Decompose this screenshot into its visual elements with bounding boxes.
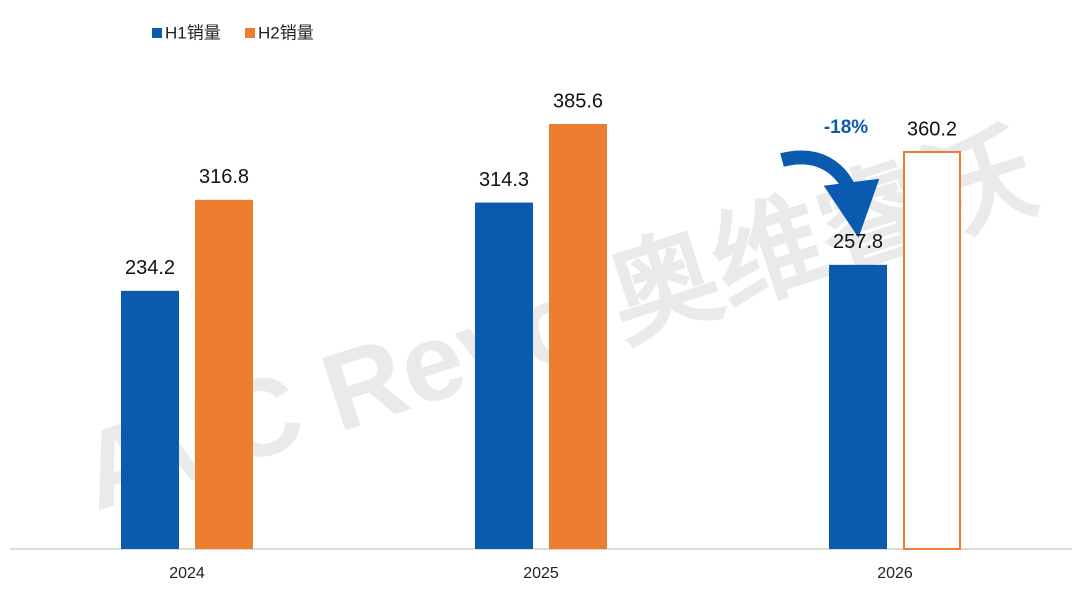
legend-label: H2销量 <box>258 23 314 42</box>
data-label: 316.8 <box>199 166 249 188</box>
bar <box>121 290 179 549</box>
data-label: 314.3 <box>479 169 529 191</box>
bar <box>903 150 961 550</box>
x-tick-label: 2026 <box>877 565 913 582</box>
data-label: 234.2 <box>125 257 175 279</box>
x-tick-label: 2025 <box>523 565 559 582</box>
bar <box>195 199 253 550</box>
data-label: 385.6 <box>553 90 603 112</box>
legend-swatch <box>152 28 162 38</box>
bar <box>475 202 533 550</box>
x-tick-label: 2024 <box>169 565 205 582</box>
legend-swatch <box>245 28 255 38</box>
data-label: 257.8 <box>833 231 883 253</box>
bar <box>829 264 887 549</box>
bar <box>549 123 607 550</box>
annotation: -18% <box>824 117 868 138</box>
change-arrow <box>780 150 880 238</box>
data-label: 360.2 <box>907 118 957 140</box>
legend-label: H1销量 <box>165 23 221 42</box>
